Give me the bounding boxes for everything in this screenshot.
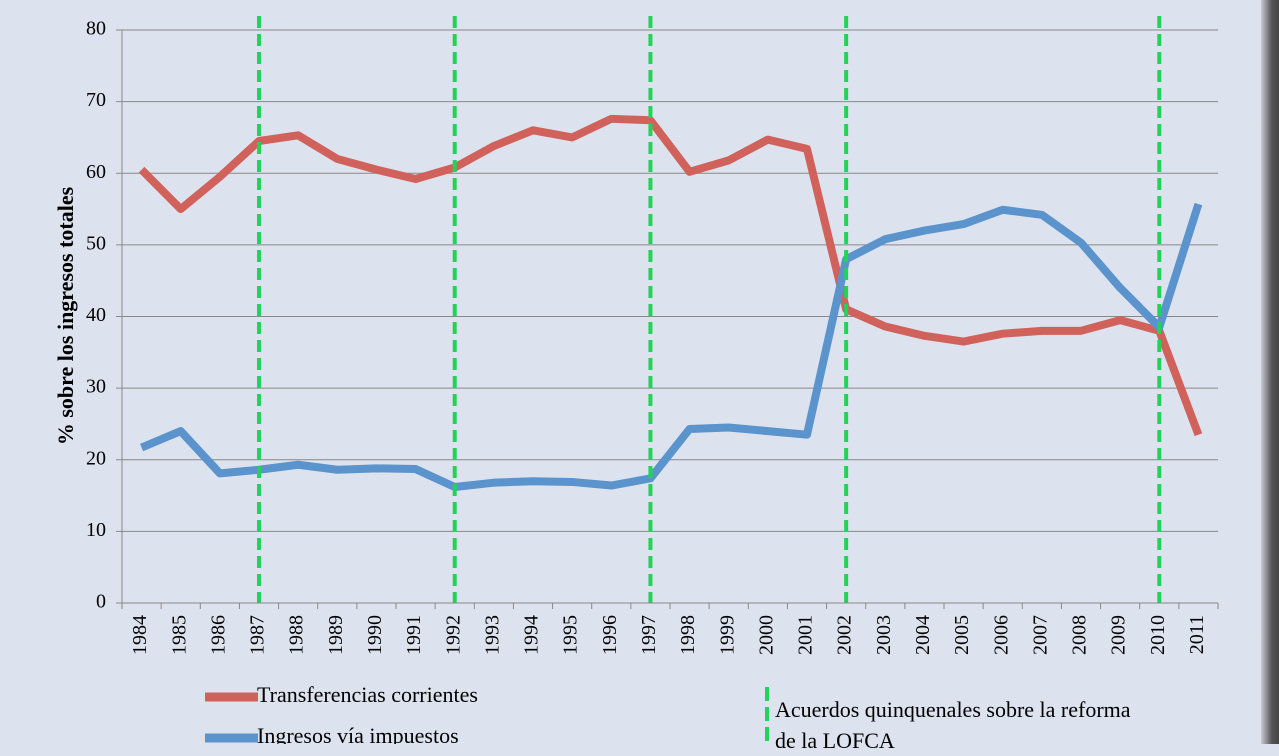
- x-tick-label: 1993: [481, 615, 503, 655]
- x-tick-label: 1988: [286, 615, 308, 655]
- x-tick-label: 1999: [716, 615, 738, 655]
- x-tick-label: 2001: [795, 615, 817, 655]
- y-tick-label: 30: [86, 376, 106, 398]
- legend-label: Acuerdos quinquenales sobre la reforma d…: [775, 697, 1131, 753]
- y-tick-label: 70: [86, 89, 106, 111]
- y-tick-label: 0: [96, 591, 106, 613]
- y-tick-label: 20: [86, 447, 106, 469]
- x-tick-label: 2010: [1147, 615, 1169, 655]
- x-tick-label: 2008: [1069, 615, 1091, 655]
- x-tick-label: 1997: [638, 615, 660, 655]
- y-tick-label: 40: [86, 304, 106, 326]
- x-tick-label: 1990: [364, 615, 386, 655]
- x-tick-label: 2007: [1029, 615, 1051, 655]
- series-line: [140, 202, 1203, 491]
- y-axis-label: % sobre los ingresos totales: [53, 186, 78, 445]
- x-tick-label: 2002: [834, 615, 856, 655]
- x-tick-label: 2003: [873, 615, 895, 655]
- y-tick-label: 60: [86, 161, 106, 183]
- x-tick-label: 1992: [442, 615, 464, 655]
- x-tick-label: 1984: [129, 615, 151, 655]
- x-tick-label: 1991: [403, 615, 425, 655]
- x-tick-label: 1987: [247, 615, 269, 655]
- x-tick-label: 1995: [560, 615, 582, 655]
- legend-label: Transferencias corrientes: [257, 682, 478, 707]
- x-tick-label: 1998: [677, 615, 699, 655]
- x-tick-label: 2005: [951, 615, 973, 655]
- legend-label: Ingresos vía impuestos: [257, 723, 459, 744]
- x-tick-label: 2000: [755, 615, 777, 655]
- series-line: [138, 114, 1203, 437]
- y-tick-label: 10: [86, 519, 106, 541]
- x-tick-label: 2006: [990, 615, 1012, 655]
- x-tick-label: 1994: [521, 615, 543, 655]
- x-tick-label: 2009: [1108, 615, 1130, 655]
- x-tick-label: 1996: [599, 615, 621, 655]
- x-tick-label: 2011: [1186, 615, 1208, 654]
- x-tick-label: 1989: [325, 615, 347, 655]
- frame-shadow: [1261, 0, 1279, 744]
- y-tick-label: 50: [86, 232, 106, 254]
- x-tick-label: 1986: [207, 615, 229, 655]
- y-tick-label: 80: [86, 18, 106, 40]
- x-tick-label: 1985: [168, 615, 190, 655]
- x-tick-label: 2004: [912, 615, 934, 655]
